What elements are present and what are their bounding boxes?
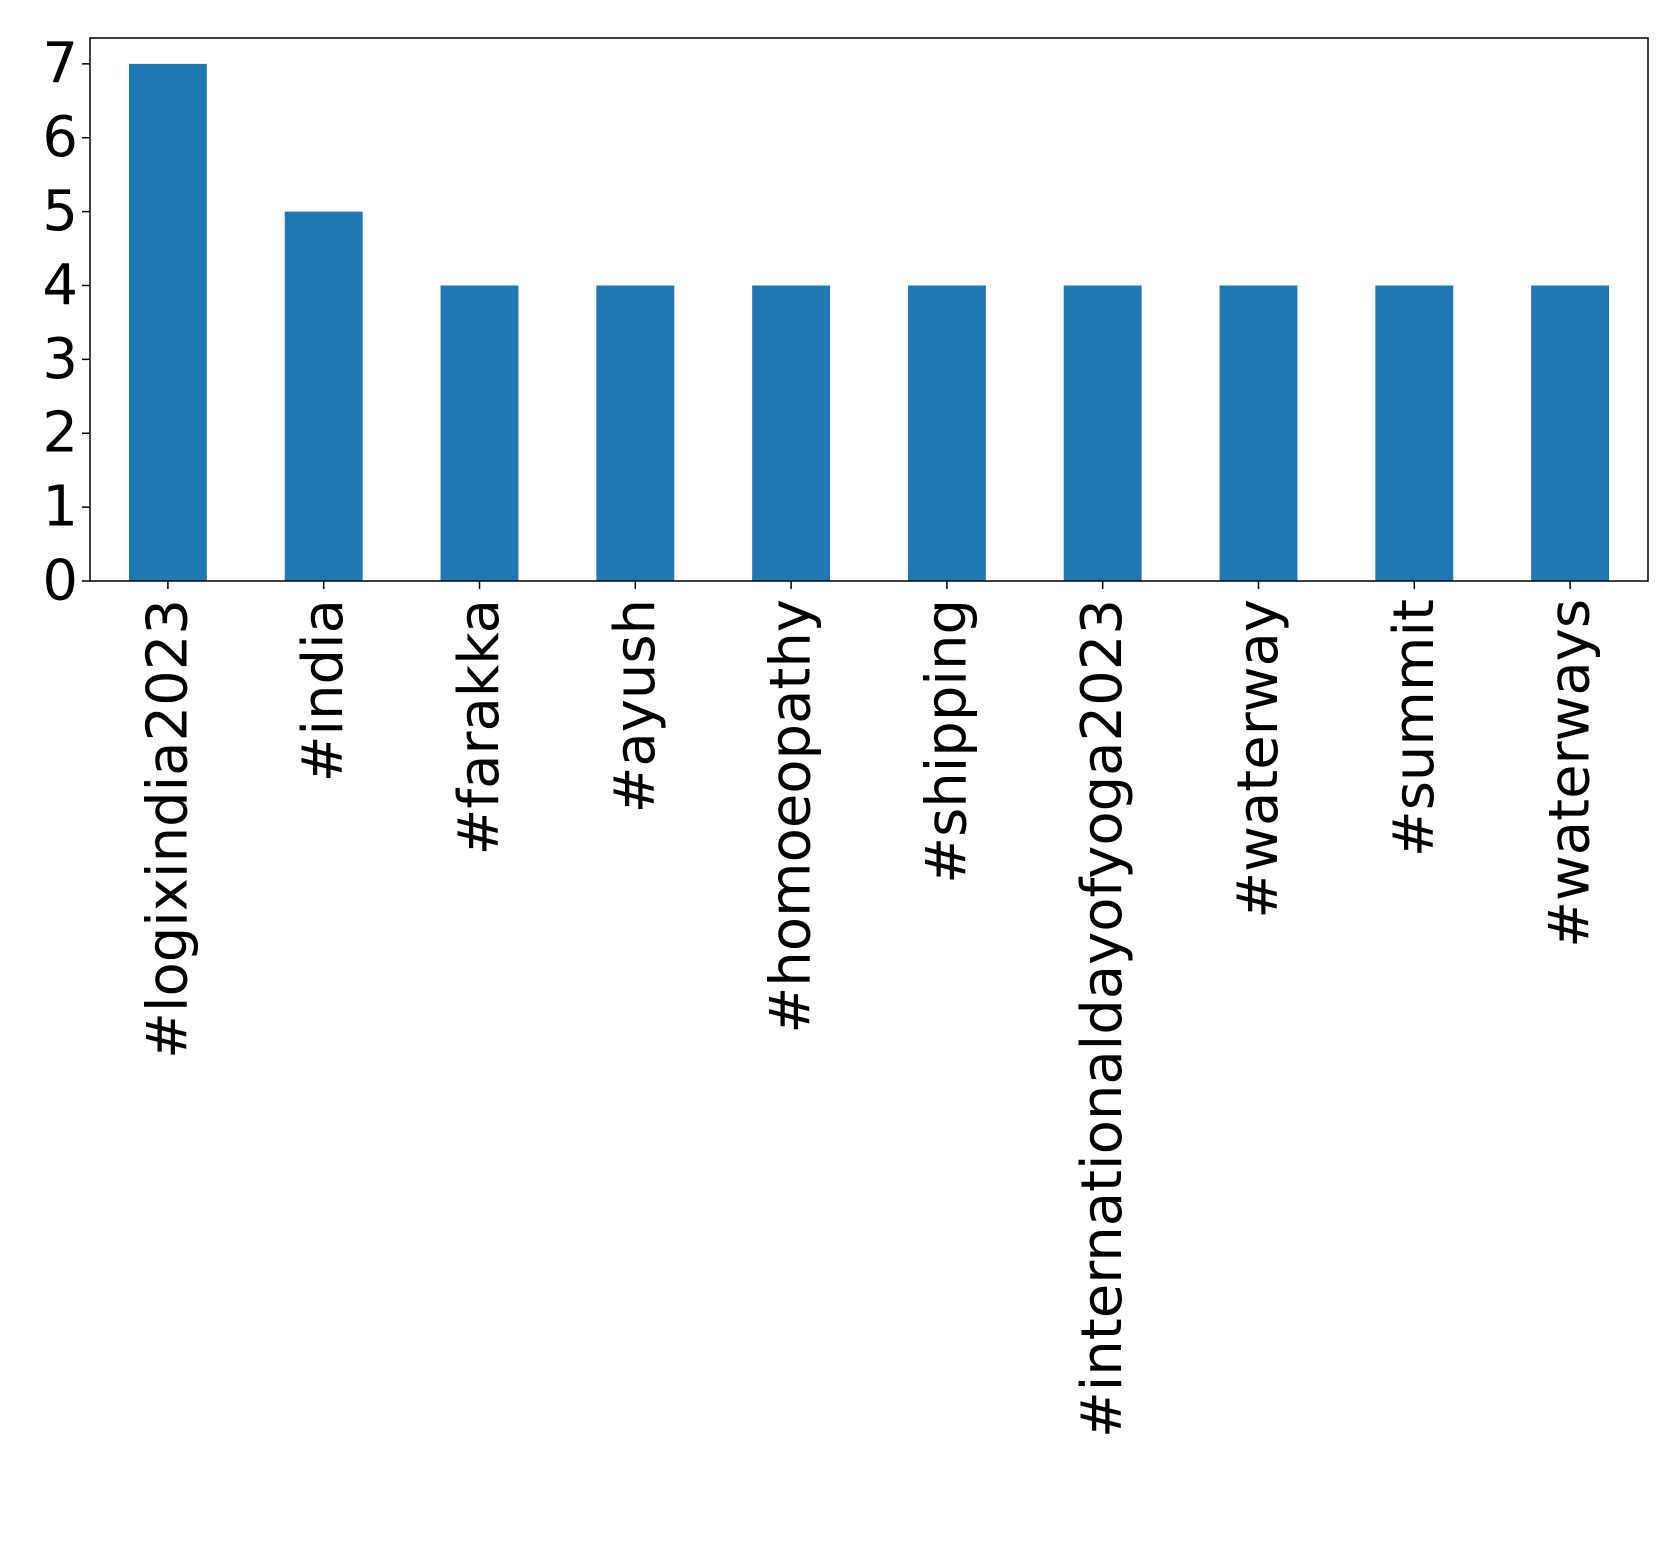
bar-1	[284, 211, 363, 581]
x-tick-label-5: #shipping	[914, 599, 979, 884]
x-tick-label-0: #logixindia2023	[135, 599, 200, 1059]
y-tick-label-4: 4	[42, 253, 78, 318]
y-tick-label-5: 5	[42, 179, 78, 244]
y-tick-label-3: 3	[42, 327, 78, 392]
x-axis: #logixindia2023 #india #farakka #ayush #homo…	[135, 581, 1603, 1438]
bar-6	[1063, 285, 1142, 581]
y-tick-label-0: 0	[42, 549, 78, 614]
y-tick-label-2: 2	[42, 401, 78, 466]
y-tick-label-6: 6	[42, 105, 78, 170]
bar-3	[596, 285, 675, 581]
x-tick-label-4: #homoeopathy	[759, 599, 824, 1034]
bar-7	[1219, 285, 1298, 581]
bar-8	[1375, 285, 1454, 581]
bar-4	[752, 285, 831, 581]
bar-9	[1531, 285, 1610, 581]
x-tick-label-3: #ayush	[603, 599, 668, 814]
x-tick-label-1: #india	[291, 599, 356, 782]
y-tick-label-1: 1	[42, 475, 78, 540]
bar-5	[907, 285, 986, 581]
plot-area-frame	[89, 37, 1649, 582]
x-tick-label-7: #waterway	[1226, 599, 1291, 919]
bar-0	[128, 63, 207, 582]
x-tick-label-6: #internationaldayofyoga2023	[1070, 599, 1135, 1438]
bar-2	[440, 285, 519, 581]
bars-layer	[128, 63, 1610, 582]
x-tick-label-9: #waterways	[1538, 599, 1603, 948]
x-tick-label-8: #summit	[1382, 599, 1447, 857]
y-tick-label-7: 7	[42, 31, 78, 96]
x-tick-label-2: #farakka	[447, 599, 512, 855]
y-axis: 0 1 2 3 4 5 6 7	[42, 31, 90, 614]
